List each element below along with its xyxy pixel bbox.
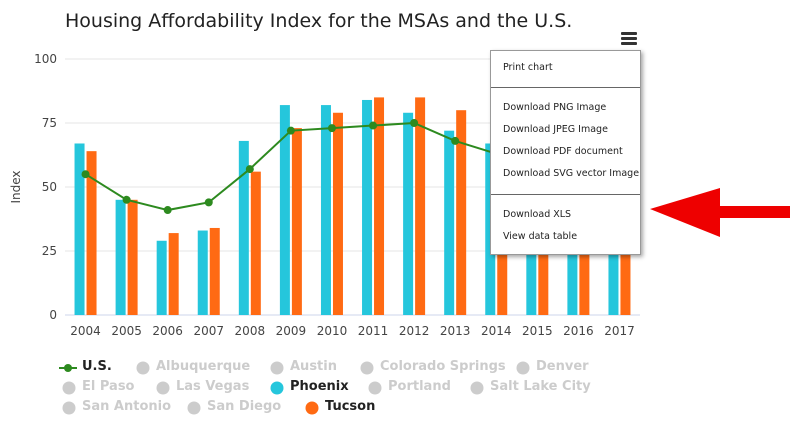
x-tick-label: 2004 xyxy=(70,324,101,338)
legend-label: Albuquerque xyxy=(156,359,251,374)
x-tick-label: 2007 xyxy=(193,324,224,338)
menu-item-print-chart[interactable]: Print chart xyxy=(503,62,553,73)
x-tick-label: 2017 xyxy=(604,324,635,338)
bar-phoenix[interactable] xyxy=(320,105,331,315)
menu-item-download-jpeg[interactable]: Download JPEG Image xyxy=(503,124,608,135)
legend-label: U.S. xyxy=(82,359,112,374)
bar-tucson[interactable] xyxy=(127,199,138,315)
x-tick-label: 2013 xyxy=(440,324,471,338)
us-point[interactable] xyxy=(163,206,172,215)
legend-label: Salt Lake City xyxy=(490,379,591,394)
y-tick-label: 100 xyxy=(34,52,57,66)
legend-dot-icon xyxy=(270,361,284,375)
bar-phoenix[interactable] xyxy=(197,230,208,315)
y-tick-label: 25 xyxy=(42,244,57,258)
legend-dot-icon xyxy=(136,361,150,375)
us-point[interactable] xyxy=(369,121,378,130)
bar-phoenix[interactable] xyxy=(74,143,85,315)
legend-label: Tucson xyxy=(325,399,376,414)
bar-tucson[interactable] xyxy=(209,227,220,315)
us-point[interactable] xyxy=(286,126,295,135)
bar-tucson[interactable] xyxy=(415,97,426,316)
us-point[interactable] xyxy=(245,165,254,174)
y-tick-label: 50 xyxy=(42,180,57,194)
y-tick-label: 75 xyxy=(42,116,57,130)
bar-phoenix[interactable] xyxy=(156,240,167,315)
x-tick-label: 2016 xyxy=(563,324,594,338)
export-menu: Print chart Download PNG Image Download … xyxy=(490,50,641,255)
x-tick-label: 2012 xyxy=(399,324,430,338)
legend-dot-icon xyxy=(62,401,76,415)
chart-title: Housing Affordability Index for the MSAs… xyxy=(65,10,572,32)
menu-item-download-pdf[interactable]: Download PDF document xyxy=(503,146,623,157)
bar-tucson[interactable] xyxy=(168,233,179,315)
axes: 0 25 50 75 100 2004 2005 2006 2007 2008 2009 2010 20… xyxy=(34,52,635,338)
y-tick-label: 0 xyxy=(49,308,57,322)
legend-dot-icon xyxy=(360,361,374,375)
bar-phoenix[interactable] xyxy=(362,99,373,316)
legend-label: Las Vegas xyxy=(176,379,250,394)
menu-item-download-svg[interactable]: Download SVG vector Image xyxy=(503,168,640,179)
us-line-series xyxy=(81,119,501,215)
x-tick-label: 2015 xyxy=(522,324,553,338)
legend-label: El Paso xyxy=(82,379,135,394)
menu-item-download-png[interactable]: Download PNG Image xyxy=(503,102,607,113)
legend-dot-icon xyxy=(305,401,319,415)
bar-tucson[interactable] xyxy=(456,110,467,315)
menu-separator xyxy=(491,87,640,88)
red-arrow-icon xyxy=(650,188,790,237)
bar-phoenix[interactable] xyxy=(279,105,290,315)
legend-label: Portland xyxy=(388,379,451,394)
y-axis-label: Index xyxy=(9,170,23,203)
legend-dot-icon xyxy=(368,381,382,395)
us-point[interactable] xyxy=(204,198,213,207)
legend-dot-icon xyxy=(470,381,484,395)
hamburger-menu-icon[interactable] xyxy=(616,27,642,51)
legend-label: San Antonio xyxy=(82,399,172,414)
us-line xyxy=(85,121,497,212)
legend-dot-icon xyxy=(270,381,284,395)
x-tick-label: 2009 xyxy=(276,324,307,338)
us-point[interactable] xyxy=(81,170,90,179)
bar-tucson[interactable] xyxy=(291,128,302,315)
bar-phoenix[interactable] xyxy=(238,140,249,315)
bar-phoenix[interactable] xyxy=(115,199,126,315)
legend-dot-icon xyxy=(62,381,76,395)
bar-tucson[interactable] xyxy=(250,171,261,315)
legend-label: Denver xyxy=(536,359,589,374)
x-tick-label: 2005 xyxy=(111,324,142,338)
us-point[interactable] xyxy=(327,124,336,133)
x-tick-label: 2006 xyxy=(152,324,183,338)
us-point[interactable] xyxy=(410,119,419,127)
bar-phoenix[interactable] xyxy=(403,112,414,315)
bar-tucson[interactable] xyxy=(86,151,97,315)
x-tick-label: 2011 xyxy=(358,324,389,338)
x-tick-label: 2008 xyxy=(235,324,266,338)
legend-line-icon xyxy=(59,364,77,372)
legend-dot-icon xyxy=(187,401,201,415)
bar-tucson[interactable] xyxy=(332,112,343,315)
bar-phoenix[interactable] xyxy=(444,130,455,315)
bar-tucson[interactable] xyxy=(374,97,385,316)
legend-dot-icon xyxy=(156,381,170,395)
us-point[interactable] xyxy=(122,195,131,204)
legend-dot-icon xyxy=(516,361,530,375)
menu-item-view-data-table[interactable]: View data table xyxy=(503,231,578,242)
x-tick-label: 2010 xyxy=(317,324,348,338)
legend-label: Colorado Springs xyxy=(380,359,506,374)
x-tick-label: 2014 xyxy=(481,324,512,338)
menu-separator xyxy=(491,194,640,195)
legend-label: San Diego xyxy=(207,399,282,414)
legend-label: Phoenix xyxy=(290,379,349,394)
us-point[interactable] xyxy=(451,136,460,145)
menu-item-download-xls[interactable]: Download XLS xyxy=(503,209,572,220)
legend-label: Austin xyxy=(290,359,337,374)
